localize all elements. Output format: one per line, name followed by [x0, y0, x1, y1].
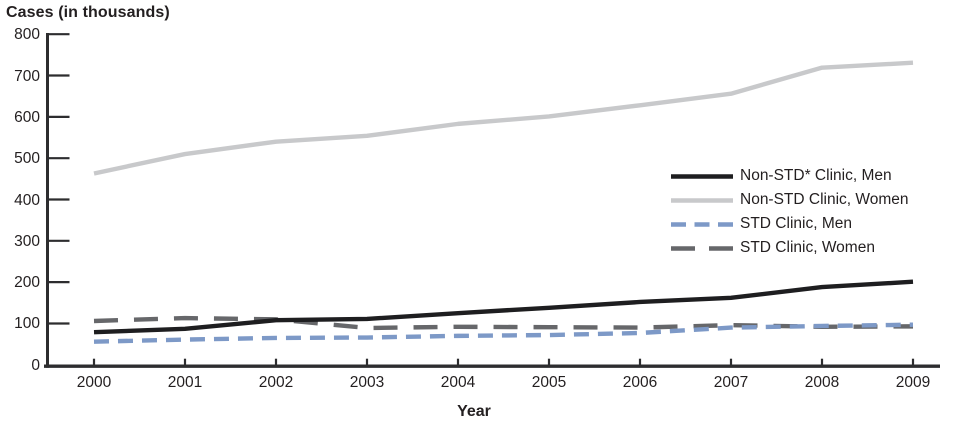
series-line-non-std-clinic-men [93, 279, 914, 335]
legend-item: STD Clinic, Women [671, 236, 909, 260]
x-tick-label: 2001 [167, 374, 203, 391]
x-tick-label: 2009 [895, 374, 931, 391]
x-tick-label: 2002 [258, 374, 294, 391]
y-tick-label: 800 [14, 26, 40, 44]
x-tick-label: 2008 [804, 374, 840, 391]
y-axis-title: Cases (in thousands) [6, 4, 170, 21]
series-line-non-std-clinic-women [93, 60, 914, 176]
legend-item: Non-STD Clinic, Women [671, 188, 909, 212]
legend: Non-STD* Clinic, Men Non-STD Clinic, Wom… [671, 164, 909, 260]
x-axis-title: Year [457, 403, 491, 420]
legend-line-swatch [671, 173, 733, 179]
y-tick-label: 400 [14, 191, 40, 209]
legend-label: Non-STD* Clinic, Men [740, 167, 892, 184]
y-tick-label: 200 [14, 274, 40, 292]
series-line-std-clinic-men [93, 322, 914, 344]
x-tick-label: 2005 [531, 374, 567, 391]
legend-item: STD Clinic, Men [671, 212, 909, 236]
legend-line-swatch [671, 221, 733, 227]
legend-line-swatch [671, 245, 733, 251]
x-tick-label: 2000 [76, 374, 112, 391]
x-tick-label: 2007 [713, 374, 749, 391]
legend-item: Non-STD* Clinic, Men [671, 164, 909, 188]
x-tick-label: 2003 [349, 374, 385, 391]
x-tick-label: 2004 [440, 374, 476, 391]
legend-label: STD Clinic, Men [740, 215, 852, 232]
legend-line-swatch [671, 197, 733, 203]
legend-label: Non-STD Clinic, Women [740, 191, 909, 208]
y-tick-label: 500 [14, 150, 40, 168]
x-tick-label: 2006 [622, 374, 658, 391]
y-tick-label: 300 [14, 232, 40, 250]
y-tick-label: 600 [14, 108, 40, 126]
y-tick-label: 700 [14, 67, 40, 85]
y-tick-label: 0 [31, 356, 40, 374]
legend-label: STD Clinic, Women [740, 239, 875, 256]
y-tick-label: 100 [14, 315, 40, 333]
